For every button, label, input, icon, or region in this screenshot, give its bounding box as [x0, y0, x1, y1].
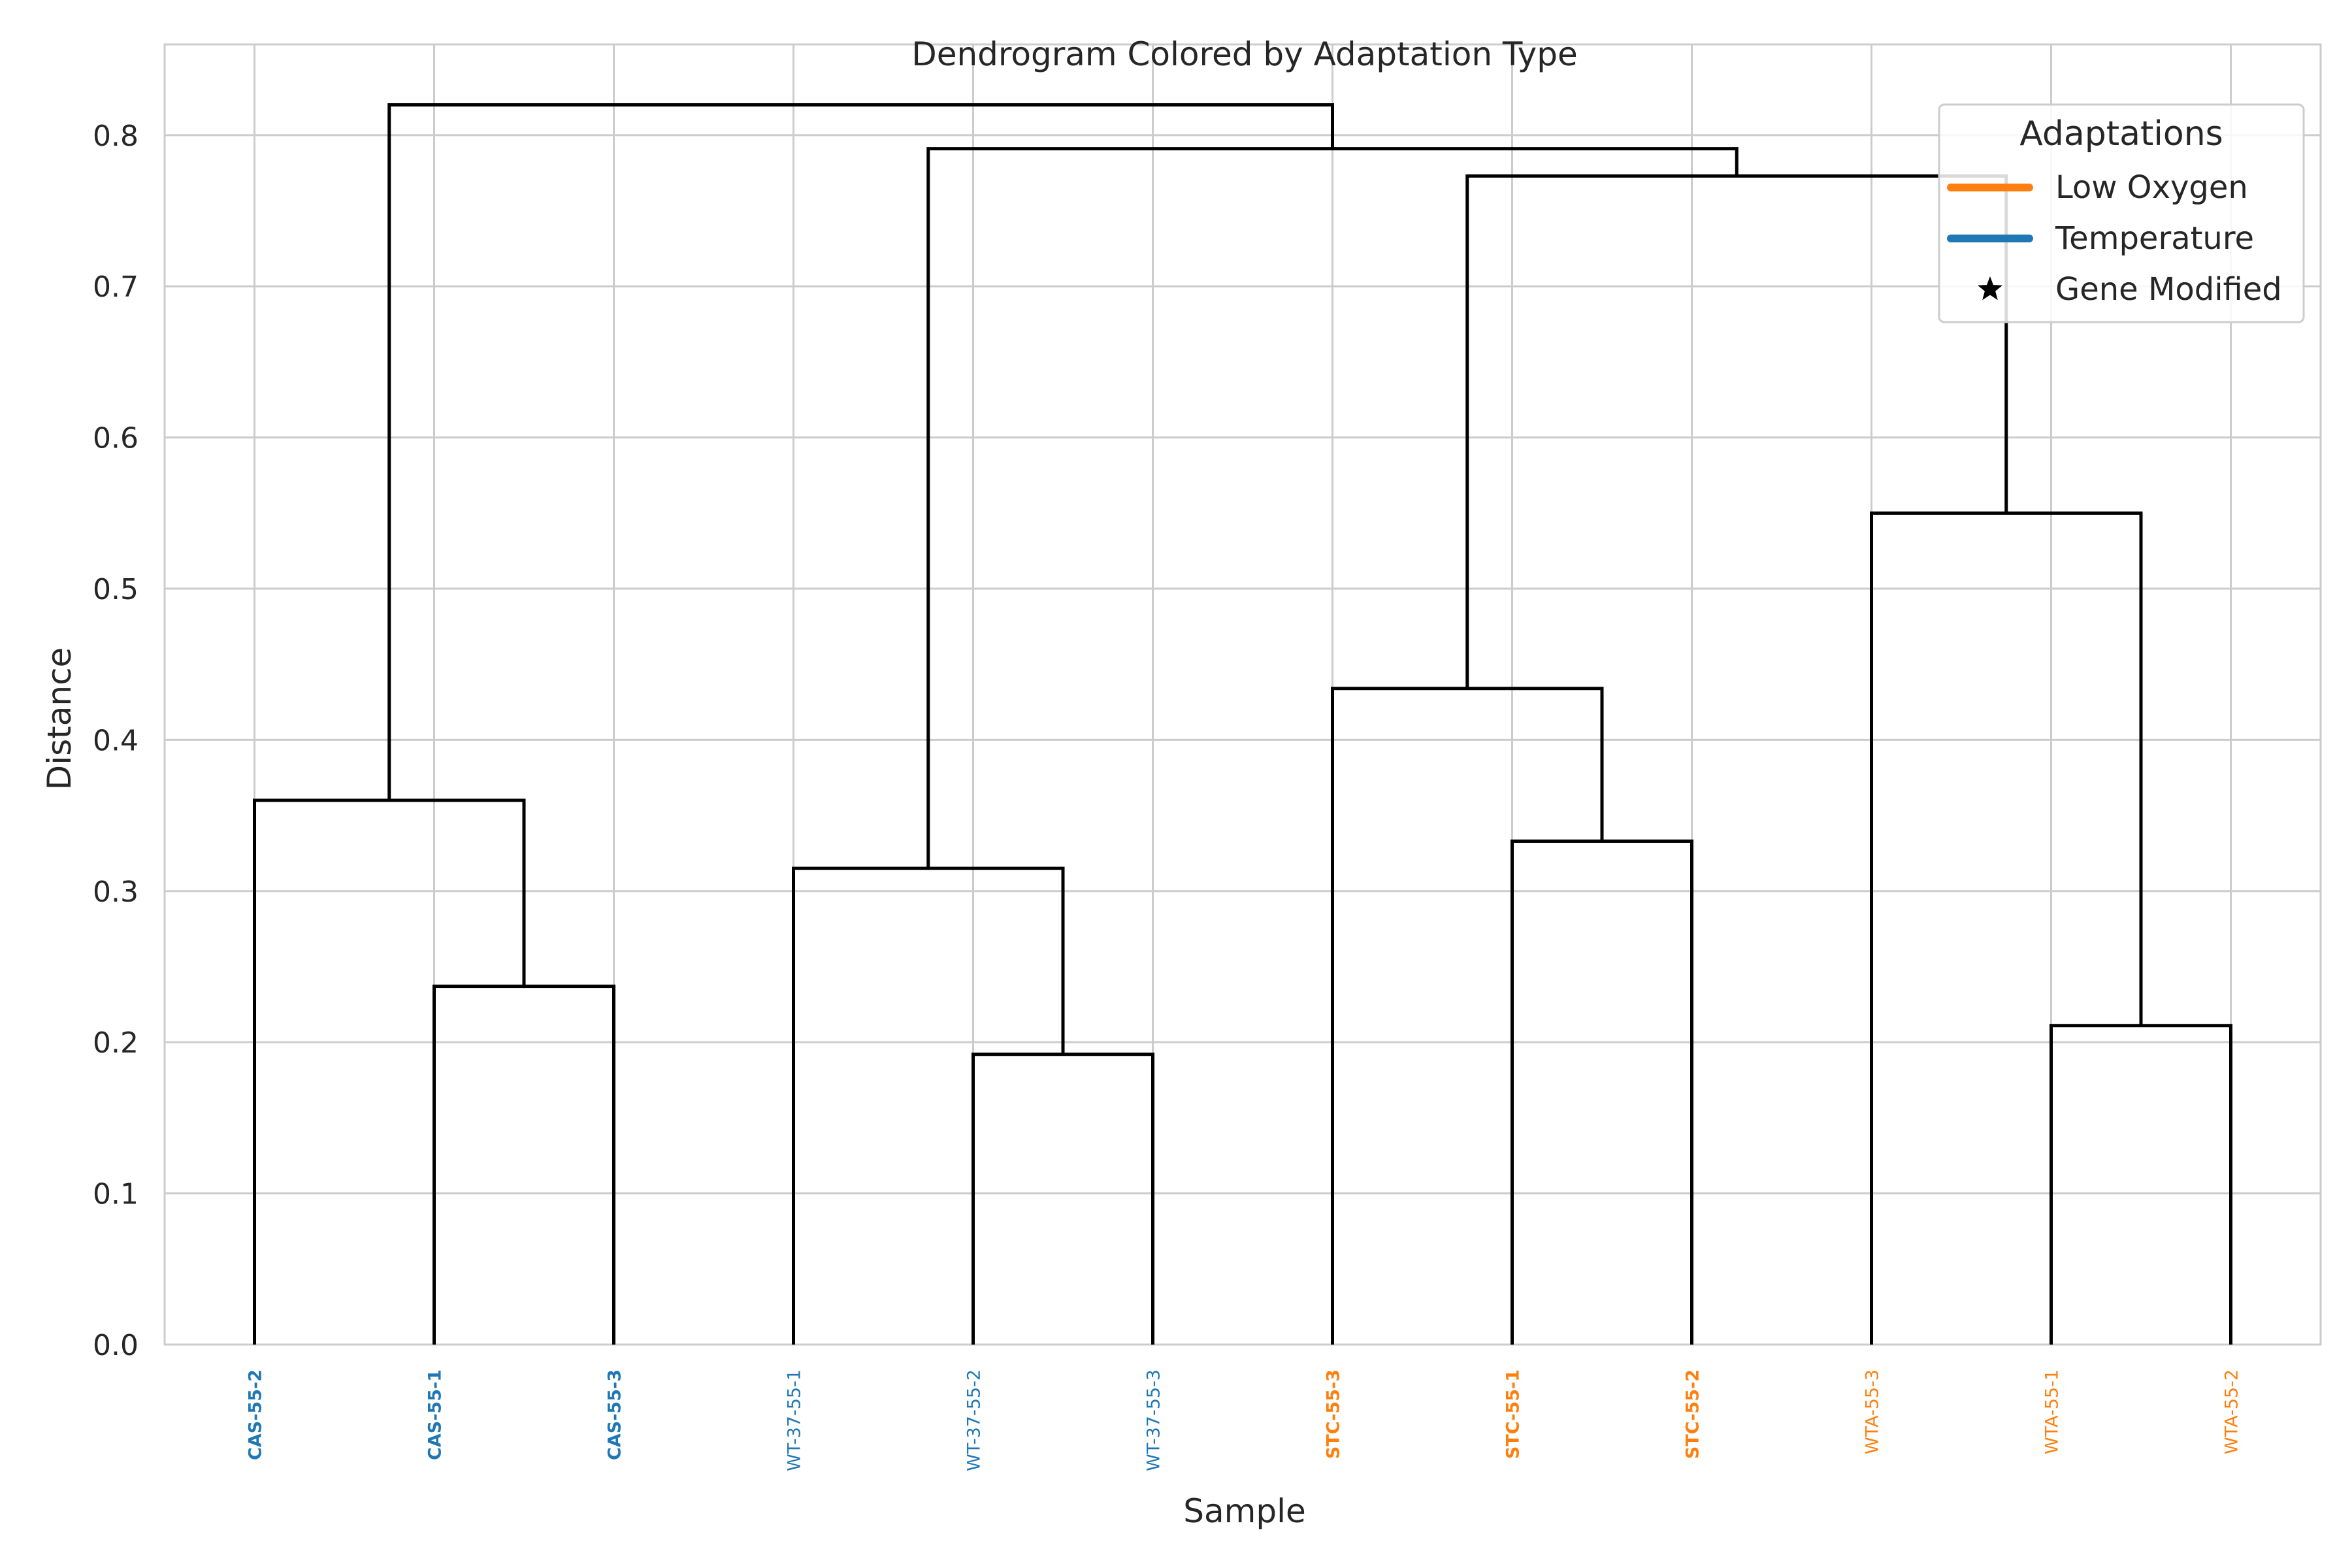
- x-axis-label: Sample: [1183, 1492, 1305, 1530]
- axes-frame: [163, 43, 2322, 1346]
- leaf-label: CAS-55-3: [605, 1369, 625, 1460]
- y-tick-label: 0.3: [93, 875, 139, 909]
- y-tick-label: 0.0: [93, 1329, 139, 1362]
- leaf-label: STC-55-3: [1324, 1369, 1344, 1459]
- y-axis-label: Distance: [41, 647, 78, 791]
- leaf-label: WTA-55-2: [2222, 1369, 2242, 1454]
- legend-box: [1938, 103, 2305, 323]
- y-tick-labels: 0.0 0.1 0.2 0.3 0.4 0.5 0.6 0.7 0.8: [93, 120, 139, 1362]
- leaf-label: CAS-55-2: [246, 1369, 266, 1460]
- leaf-label: WT-37-55-1: [785, 1369, 805, 1471]
- leaf-label: CAS-55-1: [425, 1369, 446, 1460]
- leaf-label: WT-37-55-2: [964, 1369, 985, 1471]
- legend-item-label: Temperature: [2055, 220, 2254, 257]
- leaf-label: WTA-55-1: [2042, 1369, 2063, 1454]
- y-tick-label: 0.2: [93, 1026, 139, 1060]
- chart-title: Dendrogram Colored by Adaptation Type: [911, 35, 1578, 73]
- leaf-label: STC-55-2: [1683, 1369, 1703, 1459]
- dendrogram-links: [253, 103, 2232, 1345]
- dendrogram-link: [387, 103, 1334, 800]
- y-tick-label: 0.4: [93, 724, 139, 757]
- legend: Adaptations Low Oxygen Temperature Gene Mo…: [1938, 103, 2305, 323]
- dendrogram-link: [2050, 1024, 2232, 1345]
- y-tick-label: 0.6: [93, 422, 139, 455]
- star-icon: [1978, 276, 2002, 301]
- y-tick-label: 0.1: [93, 1178, 139, 1211]
- dendrogram-link: [1870, 511, 2143, 1345]
- leaf-label: STC-55-1: [1503, 1369, 1524, 1459]
- legend-items: Low Oxygen Temperature Gene Modified: [1947, 169, 2282, 308]
- dendrogram-link: [926, 147, 1739, 869]
- legend-title: Adaptations: [2019, 114, 2223, 154]
- dendrogram-link: [1465, 174, 2008, 689]
- y-tick-label: 0.7: [93, 270, 139, 304]
- leaf-label: WTA-55-3: [1863, 1369, 1883, 1454]
- leaf-label: WT-37-55-3: [1144, 1369, 1164, 1471]
- y-tick-label: 0.5: [93, 573, 139, 606]
- legend-item-label: Low Oxygen: [2055, 169, 2248, 206]
- y-tick-label: 0.8: [93, 120, 139, 153]
- dendrogram-link: [253, 798, 526, 1345]
- x-tick-labels: CAS-55-2 CAS-55-1 CAS-55-3 WT-37-55-1 WT-37-…: [246, 1369, 2242, 1471]
- legend-item-label: Gene Modified: [2055, 271, 2282, 308]
